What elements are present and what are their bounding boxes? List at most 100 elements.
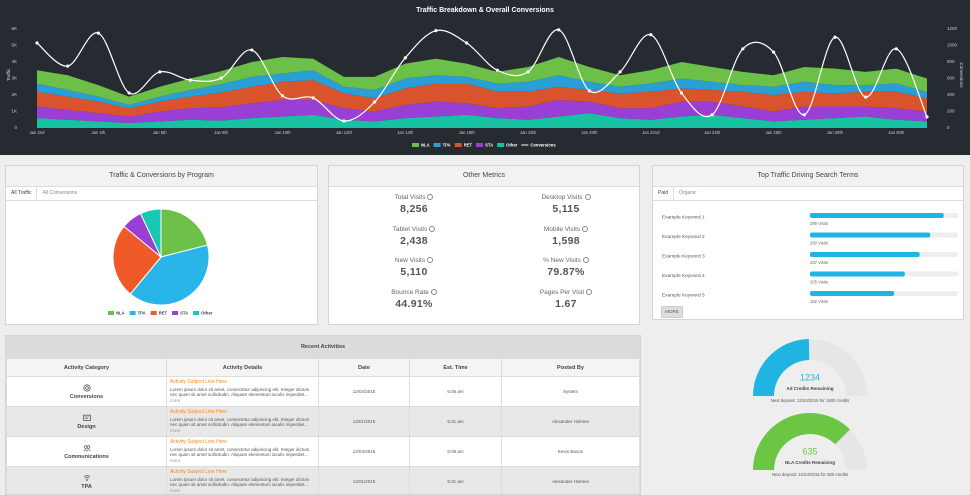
- column-header: Activity Category: [7, 359, 167, 377]
- more-link[interactable]: more: [170, 428, 180, 433]
- traffic-panel: [0, 0, 970, 155]
- metric-label-text: Desktop Visits: [541, 194, 582, 201]
- posted-by-cell: System: [502, 377, 640, 407]
- metric: % New Visits 79.87%: [491, 257, 641, 278]
- info-icon: [427, 257, 433, 263]
- tab[interactable]: Paid: [653, 187, 674, 200]
- date-cell: 12/04/2015: [319, 377, 410, 407]
- more-button[interactable]: MORE: [661, 306, 683, 318]
- column-header: Posted By: [502, 359, 640, 377]
- panel-title: Traffic & Conversions by Program: [6, 166, 317, 187]
- table-row: Communications Activity Subject Line Here…: [7, 437, 640, 467]
- metric-label-text: % New Visits: [543, 257, 581, 264]
- date-cell: 12/01/2015: [319, 407, 410, 437]
- metric-label: Mobile Visits: [491, 226, 641, 233]
- category-name: Design: [77, 424, 95, 430]
- more-link[interactable]: more: [170, 398, 180, 403]
- metric-label: Pages Per Visit: [491, 289, 641, 296]
- metric: Pages Per Visit 1.67: [491, 289, 641, 310]
- metric: Tablet Visits 2,438: [339, 226, 489, 247]
- panel-title: Other Metrics: [329, 166, 639, 187]
- info-icon: [586, 289, 592, 295]
- date-cell: 12/04/2015: [319, 437, 410, 467]
- metric-label-text: New Visits: [395, 257, 425, 264]
- gauge-track: [753, 413, 867, 470]
- category-cell: Conversions: [7, 377, 167, 407]
- activity-subject: Activity Subject Line Here: [170, 470, 315, 476]
- activity-details: Lorem ipsum dolor sit amet, consectetur …: [170, 387, 309, 398]
- info-icon: [585, 194, 591, 200]
- activity-subject: Activity Subject Line Here: [170, 410, 315, 416]
- metric-label: Bounce Rate: [339, 289, 489, 296]
- time-cell: 6:06 am: [410, 437, 502, 467]
- gauge-value: 635: [802, 446, 817, 456]
- tab[interactable]: All Conversions: [37, 187, 82, 200]
- category-icon: [83, 414, 91, 422]
- activity-details: Lorem ipsum dolor sit amet, consectetur …: [170, 447, 309, 458]
- posted-by-cell: Kevin Bacon: [502, 437, 640, 467]
- panel-title: Top Traffic Driving Search Terms: [653, 166, 963, 187]
- info-icon: [582, 226, 588, 232]
- time-cell: 5:31 am: [410, 467, 502, 495]
- metric-label-text: Total Visits: [395, 194, 426, 201]
- activity-subject: Activity Subject Line Here: [170, 380, 315, 386]
- time-cell: 5:31 am: [410, 407, 502, 437]
- category-cell: Design: [7, 407, 167, 437]
- metric-label-text: Bounce Rate: [391, 289, 429, 296]
- tab[interactable]: All Traffic: [6, 187, 37, 200]
- gauge-note: Next deposit: 12/24/2015 for 300 credits: [772, 472, 848, 477]
- tab[interactable]: Organic: [674, 187, 702, 200]
- category-icon: [83, 444, 91, 452]
- more-link[interactable]: more: [170, 458, 180, 463]
- category-icon: [83, 474, 91, 482]
- metric: New Visits 5,110: [339, 257, 489, 278]
- info-icon: [583, 257, 589, 263]
- metric-label-text: Mobile Visits: [544, 226, 580, 233]
- gauge-value: 1234: [800, 372, 820, 382]
- program-panel: Traffic & Conversions by Program All Tra…: [5, 165, 318, 325]
- gauge-track: [753, 339, 867, 396]
- gauge-fill: [753, 339, 809, 396]
- posted-by-cell: Alexander Holmes: [502, 467, 640, 495]
- column-header: Est. Time: [410, 359, 502, 377]
- activity-details: Lorem ipsum dolor sit amet, consectetur …: [170, 477, 309, 488]
- metric-value: 1.67: [491, 298, 641, 310]
- metric-value: 5,110: [339, 266, 489, 278]
- date-cell: 12/01/2015: [319, 467, 410, 495]
- category-name: Communications: [64, 454, 109, 460]
- metric-value: 79.87%: [491, 266, 641, 278]
- category-name: TPA: [81, 484, 92, 490]
- metric-value: 2,438: [339, 235, 489, 247]
- info-icon: [429, 226, 435, 232]
- metric-label: Desktop Visits: [491, 194, 641, 201]
- gauge-fill: [753, 413, 850, 470]
- metric-label: Total Visits: [339, 194, 489, 201]
- category-cell: TPA: [7, 467, 167, 495]
- info-icon: [427, 194, 433, 200]
- gauge-note: Next deposit: 12/24/2015 for 1500 credit…: [771, 398, 850, 403]
- column-header: Date: [319, 359, 410, 377]
- metric-label: Tablet Visits: [339, 226, 489, 233]
- metric-label: % New Visits: [491, 257, 641, 264]
- more-link[interactable]: more: [170, 488, 180, 493]
- activity-subject: Activity Subject Line Here: [170, 440, 315, 446]
- panel-title: Recent Activities: [6, 336, 640, 358]
- category-cell: Communications: [7, 437, 167, 467]
- column-header: Activity Details: [167, 359, 319, 377]
